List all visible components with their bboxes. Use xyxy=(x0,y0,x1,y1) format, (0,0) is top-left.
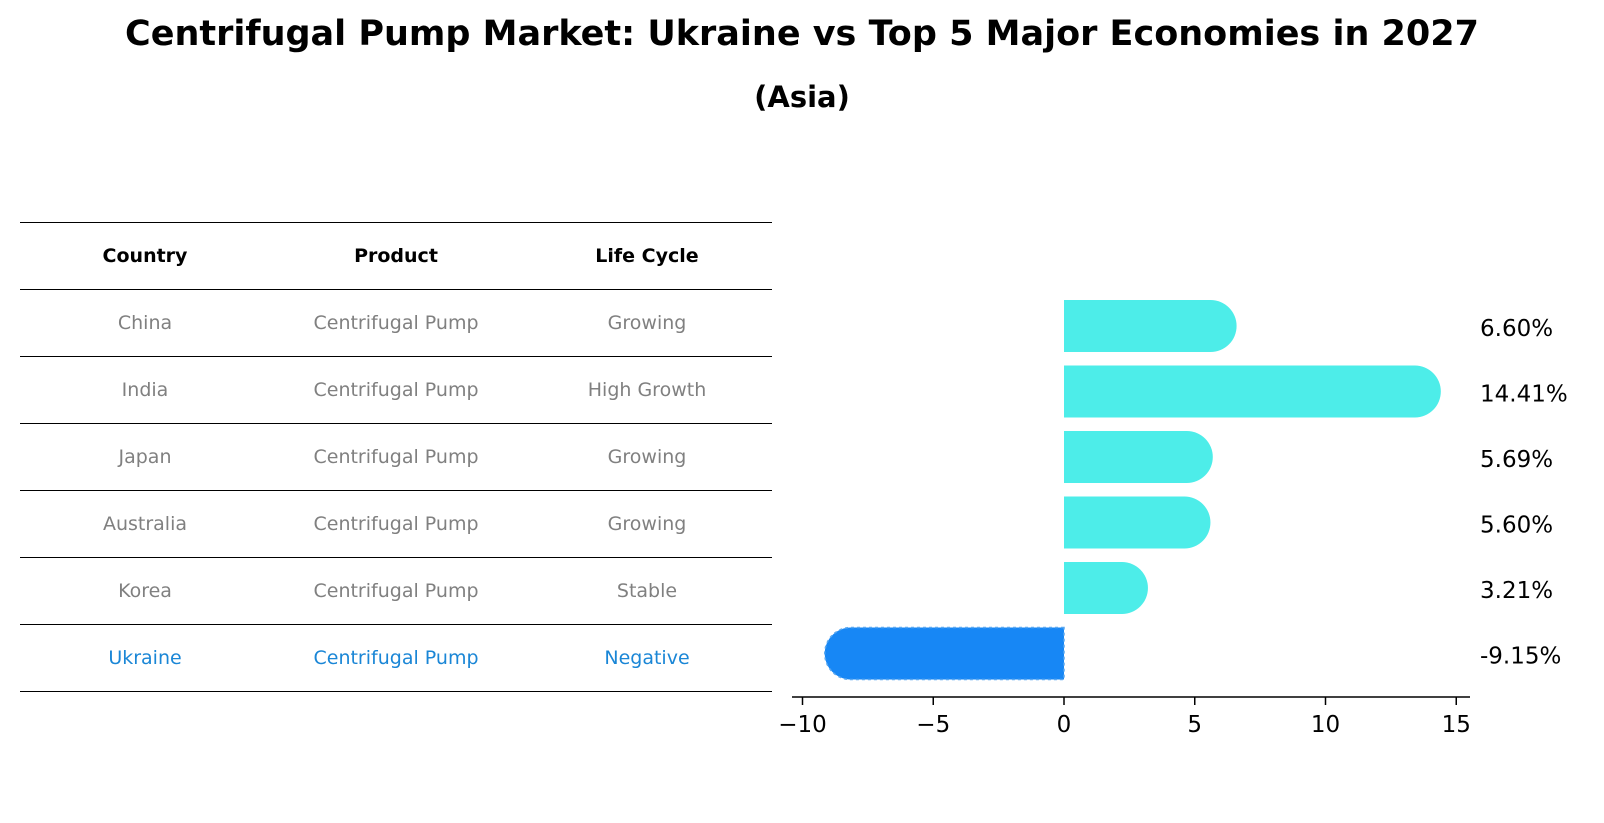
cell-country: Australia xyxy=(102,513,188,535)
table-row: Japan Centrifugal Pump Growing xyxy=(20,423,772,490)
table-row: Australia Centrifugal Pump Growing xyxy=(20,490,772,557)
bar-korea xyxy=(1064,562,1148,614)
table-row: China Centrifugal Pump Growing xyxy=(20,289,772,356)
x-tick-label: −5 xyxy=(916,712,950,738)
x-tick-label: 0 xyxy=(1057,712,1072,738)
cell-life-cycle: Stable xyxy=(616,580,678,602)
x-tick-label: 15 xyxy=(1442,712,1471,738)
x-tick-label: −10 xyxy=(778,712,827,738)
data-label-australia: 5.60% xyxy=(1480,513,1553,539)
cell-product: Centrifugal Pump xyxy=(313,379,479,401)
table-header-row: Country Product Life Cycle xyxy=(20,222,772,289)
cell-life-cycle: Negative xyxy=(604,647,690,669)
data-label-china: 6.60% xyxy=(1480,316,1553,342)
data-label-korea: 3.21% xyxy=(1480,578,1553,604)
table-row-highlight: Ukraine Centrifugal Pump Negative xyxy=(20,624,772,692)
table-row: Korea Centrifugal Pump Stable xyxy=(20,557,772,624)
bar-china xyxy=(1064,300,1237,352)
cell-product: Centrifugal Pump xyxy=(313,647,479,669)
cell-country: India xyxy=(121,379,169,401)
x-tick-label: 5 xyxy=(1187,712,1202,738)
x-tick-label: 10 xyxy=(1311,712,1340,738)
cell-country: China xyxy=(117,312,173,334)
cell-life-cycle: High Growth xyxy=(587,379,707,401)
data-table: Country Product Life Cycle China Centrif… xyxy=(20,222,772,692)
cell-product: Centrifugal Pump xyxy=(313,446,479,468)
cell-product: Centrifugal Pump xyxy=(313,580,479,602)
cell-life-cycle: Growing xyxy=(607,312,687,334)
cell-country: Korea xyxy=(118,580,172,602)
header-product: Product xyxy=(354,245,438,267)
bar-japan xyxy=(1064,431,1213,483)
data-label-ukraine: -9.15% xyxy=(1480,644,1561,670)
table-row: India Centrifugal Pump High Growth xyxy=(20,356,772,423)
chart-title: Centrifugal Pump Market: Ukraine vs Top … xyxy=(125,14,1479,54)
cell-life-cycle: Growing xyxy=(607,513,687,535)
cell-product: Centrifugal Pump xyxy=(313,513,479,535)
data-label-japan: 5.69% xyxy=(1480,447,1553,473)
cell-country: Ukraine xyxy=(108,647,182,669)
cell-country: Japan xyxy=(118,446,172,468)
header-life-cycle: Life Cycle xyxy=(595,245,699,267)
cell-product: Centrifugal Pump xyxy=(313,312,479,334)
data-label-india: 14.41% xyxy=(1480,382,1568,408)
bar-australia xyxy=(1064,496,1211,549)
bar-ukraine xyxy=(823,626,1065,681)
header-country: Country xyxy=(102,245,188,267)
cell-life-cycle: Growing xyxy=(607,446,687,468)
bar-india xyxy=(1064,365,1441,418)
chart-subtitle: (Asia) xyxy=(754,80,850,114)
